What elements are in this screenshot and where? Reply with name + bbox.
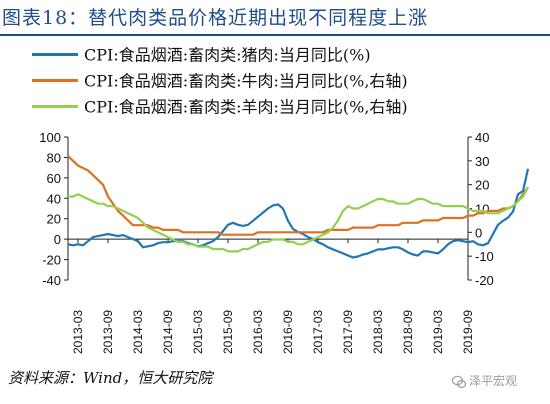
x-tick-label: 2013-09 [101, 310, 115, 354]
legend-swatch-pork [32, 52, 78, 56]
legend-label-mutton: CPI:食品烟酒:畜肉类:羊肉:当月同比(%,右轴) [84, 97, 408, 117]
left-tick-label: -20 [42, 253, 61, 268]
left-tick-label: -40 [42, 273, 61, 288]
legend-swatch-beef [32, 78, 78, 82]
x-tick-label: 2017-09 [341, 310, 355, 354]
right-tick-label: 40 [475, 130, 489, 145]
legend: CPI:食品烟酒:畜肉类:猪肉:当月同比(%) CPI:食品烟酒:畜肉类:牛肉:… [32, 42, 532, 120]
x-tick-label: 2016-09 [281, 310, 295, 354]
legend-swatch-mutton [32, 104, 78, 108]
x-tick-label: 2015-03 [191, 310, 205, 354]
x-tick-label: 2016-03 [251, 310, 265, 354]
legend-item-beef: CPI:食品烟酒:畜肉类:牛肉:当月同比(%,右轴) [32, 68, 532, 94]
left-tick-label: 60 [47, 171, 61, 186]
right-tick-label: 30 [475, 154, 489, 169]
x-tick-label: 2019-09 [461, 310, 475, 354]
x-tick-label: 2014-03 [131, 310, 145, 354]
watermark: 泽平宏观 [452, 372, 517, 389]
right-tick-label: -10 [475, 249, 494, 264]
left-tick-label: 40 [47, 191, 61, 206]
chart-title: 图表18：替代肉类品价格近期出现不同程度上涨 [2, 7, 429, 29]
legend-label-beef: CPI:食品烟酒:畜肉类:牛肉:当月同比(%,右轴) [84, 71, 408, 91]
source-note: 资料来源：Wind，恒大研究院 [8, 369, 213, 387]
x-tick-label: 2013-03 [71, 310, 85, 354]
legend-item-pork: CPI:食品烟酒:畜肉类:猪肉:当月同比(%) [32, 42, 532, 68]
x-tick-label: 2018-03 [371, 310, 385, 354]
left-tick-label: 20 [47, 212, 61, 227]
x-tick-label: 2019-03 [431, 310, 445, 354]
x-tick-label: 2018-09 [401, 310, 415, 354]
mutton-line [68, 186, 529, 253]
x-tick-label: 2014-09 [161, 310, 175, 354]
x-tick-label: 2015-09 [221, 310, 235, 354]
left-tick-label: 80 [47, 150, 61, 165]
right-tick-label: -20 [475, 273, 494, 288]
legend-label-pork: CPI:食品烟酒:畜肉类:猪肉:当月同比(%) [84, 45, 371, 65]
wechat-icon [452, 375, 466, 388]
right-tick-label: 0 [475, 225, 482, 240]
legend-item-mutton: CPI:食品烟酒:畜肉类:羊肉:当月同比(%,右轴) [32, 94, 532, 120]
left-tick-label: 100 [39, 130, 61, 145]
right-tick-label: 20 [475, 178, 489, 193]
left-tick-label: 0 [54, 232, 61, 247]
title-bar: 图表18：替代肉类品价格近期出现不同程度上涨 [0, 0, 550, 36]
beef-line [67, 155, 529, 236]
x-tick-label: 2017-03 [311, 310, 325, 354]
watermark-label: 泽平宏观 [469, 374, 518, 388]
